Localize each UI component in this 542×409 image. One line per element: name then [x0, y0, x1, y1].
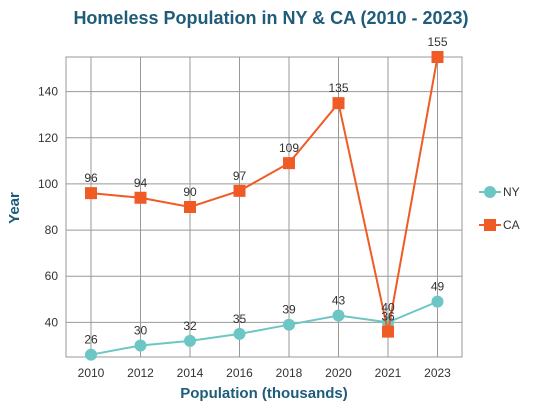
- ca-point: [283, 157, 295, 170]
- y-tick-label: 60: [45, 269, 59, 283]
- ny-point: [283, 318, 295, 331]
- ny-data-label: 43: [332, 293, 346, 307]
- ca-data-label: 109: [279, 141, 299, 155]
- ny-point: [332, 309, 345, 322]
- x-tick-label: 2020: [325, 366, 352, 380]
- y-tick-label: 140: [38, 85, 58, 99]
- ca-data-label: 90: [183, 185, 197, 199]
- x-axis-title: Population (thousands): [180, 385, 347, 402]
- ca-point: [332, 97, 345, 110]
- legend-marker-ny: [484, 186, 496, 198]
- ca-data-label: 96: [84, 171, 98, 185]
- ny-data-label: 35: [233, 312, 247, 326]
- x-axis-ticks: 2010 2012 2014 2016 2018 2020 2021 2023: [78, 366, 452, 380]
- ca-data-label: 155: [427, 35, 447, 49]
- ca-data-label: 135: [328, 81, 348, 95]
- legend-label-ca: CA: [503, 218, 520, 232]
- ca-data-label: 97: [233, 169, 247, 183]
- series-layer: [85, 51, 444, 361]
- ca-point: [233, 184, 246, 197]
- ny-data-label: 39: [282, 303, 296, 317]
- x-tick-label: 2023: [424, 366, 451, 380]
- x-tick-label: 2014: [177, 366, 204, 380]
- x-tick-label: 2021: [375, 366, 402, 380]
- ny-point: [431, 295, 444, 308]
- y-tick-label: 80: [45, 223, 59, 237]
- ca-data-label: 94: [134, 176, 148, 190]
- ca-point: [382, 325, 394, 338]
- y-axis-ticks: 40 60 80 100 120 140: [38, 85, 58, 330]
- y-tick-label: 100: [38, 177, 58, 191]
- grid: [65, 56, 463, 358]
- legend-marker-ca: [484, 219, 496, 231]
- legend-label-ny: NY: [503, 185, 520, 199]
- y-tick-label: 40: [45, 315, 59, 329]
- ny-data-label: 40: [381, 300, 395, 314]
- ny-point: [134, 339, 147, 352]
- ny-data-label: 32: [183, 319, 197, 333]
- ny-point: [184, 334, 196, 347]
- y-tick-label: 120: [38, 131, 58, 145]
- ny-data-label: 30: [134, 323, 148, 337]
- ca-series-line: [90, 56, 439, 332]
- y-axis-title: Year: [6, 192, 23, 224]
- x-tick-label: 2012: [127, 366, 154, 380]
- x-tick-label: 2010: [78, 366, 105, 380]
- ca-point: [85, 187, 97, 200]
- ny-point: [85, 348, 97, 361]
- ca-point: [134, 191, 147, 204]
- ca-point: [431, 51, 444, 63]
- ny-series-line: [90, 300, 438, 356]
- ny-point: [233, 327, 246, 340]
- x-tick-label: 2016: [226, 366, 253, 380]
- ca-point: [184, 201, 196, 213]
- chart-title: Homeless Population in NY & CA (2010 - 2…: [73, 8, 468, 28]
- ny-data-label: 49: [431, 280, 445, 294]
- ca-data-label: 36: [381, 310, 395, 324]
- x-tick-label: 2018: [276, 366, 303, 380]
- data-labels: 26 30 32 35 39 43 40 49 96 94 90 97 109 135 36 155: [84, 35, 448, 347]
- legend: NY CA: [479, 185, 520, 232]
- ny-data-label: 26: [84, 333, 98, 347]
- plot-frame: [65, 56, 463, 358]
